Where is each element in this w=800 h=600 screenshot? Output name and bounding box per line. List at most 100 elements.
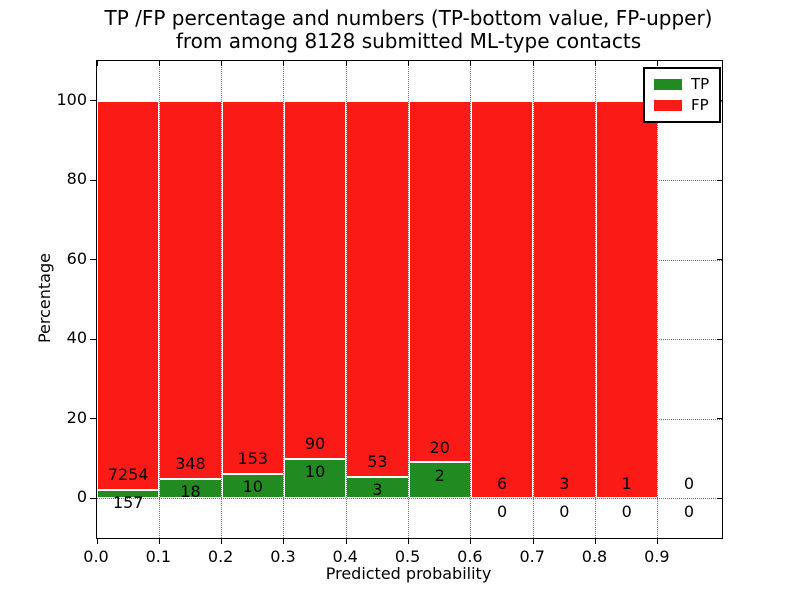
gridline-vertical [158,61,160,538]
y-tick-left [90,259,97,261]
x-tick-bottom [96,538,98,544]
fp-count-label: 0 [683,473,695,493]
gridline-horizontal [97,498,722,500]
x-tick-label: 0.9 [644,547,670,566]
y-axis-label: Percentage [35,253,54,344]
y-tick-right [717,259,722,261]
legend-swatch-tp [654,79,682,90]
fp-count-label: 20 [429,437,450,457]
tp-count-label: 157 [112,493,144,513]
y-tick-left [90,179,97,181]
x-tick-bottom [221,538,223,544]
x-tick-label: 0.3 [270,547,296,566]
legend-box: TP FP [643,67,722,123]
tp-count-label: 0 [496,501,508,521]
y-tick-right [717,418,722,420]
bar-fp-segment [283,100,347,459]
fp-count-label: 3 [559,473,570,493]
gridline-vertical [283,61,285,538]
bar-fp-segment [533,100,596,499]
legend-label-fp: FP [691,96,709,114]
y-tick-left [90,100,97,102]
x-tick-label: 0.5 [394,547,421,566]
x-tick-top [283,61,285,66]
fp-count-label: 153 [237,449,269,469]
x-tick-top [657,61,659,66]
tp-count-label: 10 [242,477,263,497]
tp-count-label: 2 [434,465,445,485]
tp-count-label: 10 [304,462,326,481]
bar-tp-segment [408,462,471,499]
y-tick-left [90,418,97,420]
bar-fp-segment [408,100,471,463]
gridline-vertical [657,61,659,538]
x-tick-top [470,61,472,66]
x-tick-label: 0.1 [145,547,172,566]
y-tick-label: 20 [66,407,87,427]
y-tick-label: 100 [56,89,87,109]
bar-tp-segment [159,478,222,499]
x-tick-bottom [408,538,410,544]
x-tick-bottom [532,538,534,544]
gridline-vertical [345,61,347,538]
legend-entry-tp: TP [654,74,709,95]
x-tick-top [532,61,534,66]
y-tick-label: 80 [66,169,87,189]
x-tick-label: 0.6 [457,547,483,566]
x-tick-bottom [470,538,472,544]
x-tick-label: 0.8 [581,547,608,566]
x-tick-bottom [595,538,596,544]
x-tick-top [345,61,347,66]
x-tick-top [595,61,596,66]
gridline-vertical [470,61,472,538]
legend-label-tp: TP [691,75,710,93]
tp-count-label: 0 [621,501,632,521]
fp-count-label: 90 [304,434,326,453]
x-tick-top [221,61,223,66]
y-tick-left [90,338,97,340]
fp-count-label: 53 [367,452,388,472]
fp-count-label: 1 [621,473,632,493]
bar-fp-segment [346,100,409,477]
bar-fp-segment [221,100,284,474]
y-tick-label: 60 [66,248,87,268]
y-tick-left [90,497,97,499]
y-tick-label: 0 [76,487,87,507]
fp-count-label: 6 [496,473,508,493]
x-tick-top [158,61,160,66]
chart-title-line1: TP /FP percentage and numbers (TP-bottom… [104,6,713,30]
x-tick-label: 0.4 [332,547,358,566]
x-tick-bottom [657,538,659,544]
legend-entry-fp: FP [654,95,709,116]
bar-tp-segment [346,476,409,499]
y-tick-right [717,497,722,499]
gridline-vertical [532,61,534,538]
x-tick-label: 0.0 [83,547,109,566]
x-tick-bottom [283,538,285,544]
bar-fp-segment [97,100,160,490]
chart-title: TP /FP percentage and numbers (TP-bottom… [96,7,721,53]
tp-count-label: 0 [683,501,695,521]
bar-tp-segment [97,489,160,499]
y-tick-label: 40 [66,328,87,348]
plot-area: 7254 157 348 18 153 10 90 10 53 3 20 2 6 0 3 0 1 0 0 0 TP FP [90,60,723,544]
gridline-vertical [595,61,596,538]
bar-tp-segment [283,458,347,499]
x-tick-bottom [158,538,160,544]
bar-fp-segment [159,100,222,479]
y-tick-right [717,338,722,340]
tp-count-label: 0 [559,501,570,521]
bar-tp-segment [221,473,284,499]
x-tick-label: 0.2 [207,547,234,566]
chart-title-line2: from among 8128 submitted ML-type contac… [175,29,642,53]
legend-swatch-fp [654,100,682,111]
y-tick-right [717,179,722,181]
x-tick-bottom [345,538,347,544]
x-axis-label: Predicted probability [325,564,492,583]
bar-fp-segment [595,100,658,499]
bar-fp-segment [470,100,534,499]
gridline-vertical [221,61,223,538]
fp-count-label: 7254 [107,465,149,485]
gridline-vertical [408,61,410,538]
fp-count-label: 348 [175,454,206,474]
